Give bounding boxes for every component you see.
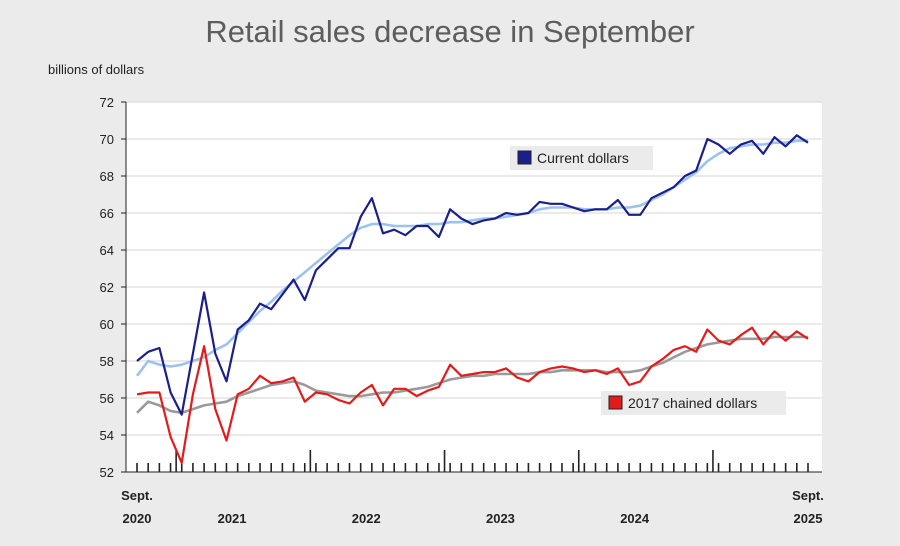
- y-tick-label-56: 56: [100, 391, 114, 406]
- x-tick-label-year: 2023: [486, 511, 515, 526]
- x-tick-label-line1: Sept.: [121, 488, 153, 503]
- legend-label: Current dollars: [537, 150, 629, 166]
- legend-swatch: [517, 150, 532, 165]
- legend-item-box: [601, 391, 786, 415]
- y-tick-label-62: 62: [100, 280, 114, 295]
- x-tick-label-year: 2022: [352, 511, 381, 526]
- legend: Current dollars 2017 chained dollars: [510, 146, 786, 415]
- x-tick-label-year: 2021: [218, 511, 247, 526]
- legend-item-box: [510, 146, 653, 170]
- legend-swatch: [608, 395, 623, 410]
- y-tick-label-60: 60: [100, 317, 114, 332]
- x-tick-label-year: 2024: [620, 511, 650, 526]
- series-line-2017-chained-dollars-trend: [136, 335, 808, 415]
- x-tick-label-line1: Sept.: [792, 488, 824, 503]
- series-lines: [135, 134, 809, 464]
- y-axis-label: billions of dollars: [48, 62, 145, 77]
- chart-title: Retail sales decrease in September: [205, 14, 695, 49]
- y-tick-label-64: 64: [100, 243, 114, 258]
- y-tick-label-68: 68: [100, 169, 114, 184]
- y-tick-label-72: 72: [100, 95, 114, 110]
- y-tick-labels: 52 54 56 58 60 62 64 66 68 70 72: [100, 95, 126, 480]
- series-line-current-dollars-trend: [135, 139, 808, 377]
- y-tick-label-66: 66: [100, 206, 114, 221]
- x-tick-labels: Sept. 2020 2021 2022 2023 2024 Sept. 2025: [121, 450, 824, 526]
- x-tick-label-year: 2025: [794, 511, 823, 526]
- x-tick-label-year: 2020: [123, 511, 152, 526]
- series-line-2017-chained-dollars: [136, 326, 809, 464]
- y-tick-label-70: 70: [100, 132, 114, 147]
- legend-label: 2017 chained dollars: [628, 395, 757, 411]
- series-line-current-dollars: [136, 134, 809, 416]
- grid-lines: [126, 101, 822, 472]
- y-tick-label-52: 52: [100, 465, 114, 480]
- y-tick-label-54: 54: [100, 428, 114, 443]
- y-tick-label-58: 58: [100, 354, 114, 369]
